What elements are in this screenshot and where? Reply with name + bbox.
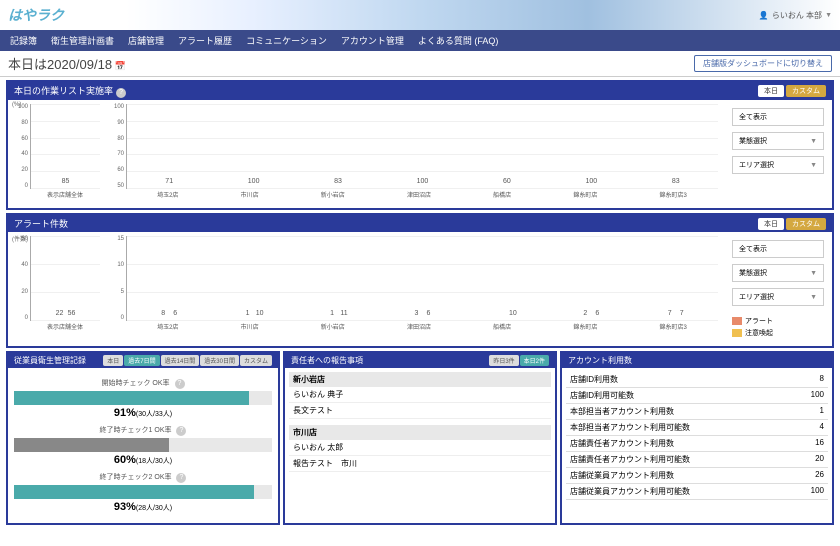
header: はやラク 👤 らいおん 本部 ▼ [0, 0, 840, 30]
switch-dashboard-button[interactable]: 店舗版ダッシュボードに切り替え [694, 55, 832, 72]
account-row: 本部担当者アカウント利用可能数4 [566, 420, 828, 436]
period-tab[interactable]: 過去14日間 [161, 355, 200, 366]
tab[interactable]: 本日 [758, 85, 784, 97]
account-row: 本部担当者アカウント利用数1 [566, 404, 828, 420]
account-row: 店舗責任者アカウント利用数16 [566, 436, 828, 452]
period-tab[interactable]: 過去30日間 [200, 355, 239, 366]
chart-task-overall: (%) 100806040200 85 表示店舗全体 [12, 104, 102, 204]
panel-accounts: アカウント利用数 店舗ID利用数8店舗ID利用可能数100本部担当者アカウント利… [560, 351, 834, 525]
account-row: 店舗従業員アカウント利用可能数100 [566, 484, 828, 500]
filter-select[interactable]: 全て表示 [732, 240, 824, 258]
chart-alert-overall: (件数) 6040200 2256 表示店舗全体 [12, 236, 102, 336]
nav-item[interactable]: コミュニケーション [246, 34, 327, 47]
panel-task-rate: 本日の作業リスト実施率? 本日カスタム (%) 100806040200 85 … [6, 80, 834, 210]
account-row: 店舗ID利用可能数100 [566, 388, 828, 404]
chart-alert-stores: 151050 8611011136102677 埼玉2店市川店新小岩店津田沼店船… [108, 236, 720, 336]
tab[interactable]: 本日 [758, 218, 784, 230]
panel-alerts: アラート件数 本日カスタム (件数) 6040200 2256 表示店舗全体 1… [6, 213, 834, 348]
filter-select[interactable]: エリア選択▼ [732, 288, 824, 306]
nav-item[interactable]: アラート履歴 [178, 34, 232, 47]
filter-select[interactable]: 業態選択▼ [732, 264, 824, 282]
navbar: 記録簿 衛生管理計画書 店舗管理 アラート履歴 コミュニケーション アカウント管理 よくある… [0, 30, 840, 51]
date-bar: 本日は2020/09/18 📅 店舗版ダッシュボードに切り替え [0, 51, 840, 77]
chevron-down-icon: ▼ [825, 12, 832, 19]
filter-select[interactable]: エリア選択▼ [732, 156, 824, 174]
nav-item[interactable]: アカウント管理 [341, 34, 404, 47]
date-label: 本日は2020/09/18 📅 [8, 54, 126, 73]
period-tab[interactable]: カスタム [240, 355, 272, 366]
day-tab[interactable]: 昨日3件 [489, 355, 518, 366]
chart-task-stores: 1009080706050 71100831006010083 埼玉2店市川店新… [108, 104, 720, 204]
nav-item[interactable]: 店舗管理 [128, 34, 164, 47]
nav-item[interactable]: 衛生管理計画書 [51, 34, 114, 47]
logo: はやラク [8, 5, 64, 25]
tab[interactable]: カスタム [786, 85, 826, 97]
period-tab[interactable]: 本日 [103, 355, 123, 366]
account-row: 店舗従業員アカウント利用数26 [566, 468, 828, 484]
panel-reports: 責任者への報告事項 昨日3件本日2件 新小岩店らいおん 典子長文テスト市川店らい… [283, 351, 557, 525]
day-tab[interactable]: 本日2件 [520, 355, 549, 366]
help-icon[interactable]: ? [116, 88, 126, 98]
filter-select[interactable]: 業態選択▼ [732, 132, 824, 150]
calendar-icon[interactable]: 📅 [115, 61, 126, 71]
user-menu[interactable]: 👤 らいおん 本部 ▼ [759, 10, 832, 21]
user-icon: 👤 [759, 11, 769, 20]
nav-item[interactable]: よくある質問 (FAQ) [418, 34, 499, 47]
account-row: 店舗責任者アカウント利用可能数20 [566, 452, 828, 468]
tab[interactable]: カスタム [786, 218, 826, 230]
nav-item[interactable]: 記録簿 [10, 34, 37, 47]
panel-hygiene: 従業員衛生管理記録 本日過去7日間過去14日間過去30日間カスタム 開始時チェッ… [6, 351, 280, 525]
period-tab[interactable]: 過去7日間 [124, 355, 159, 366]
filter-select[interactable]: 全て表示 [732, 108, 824, 126]
account-row: 店舗ID利用数8 [566, 372, 828, 388]
